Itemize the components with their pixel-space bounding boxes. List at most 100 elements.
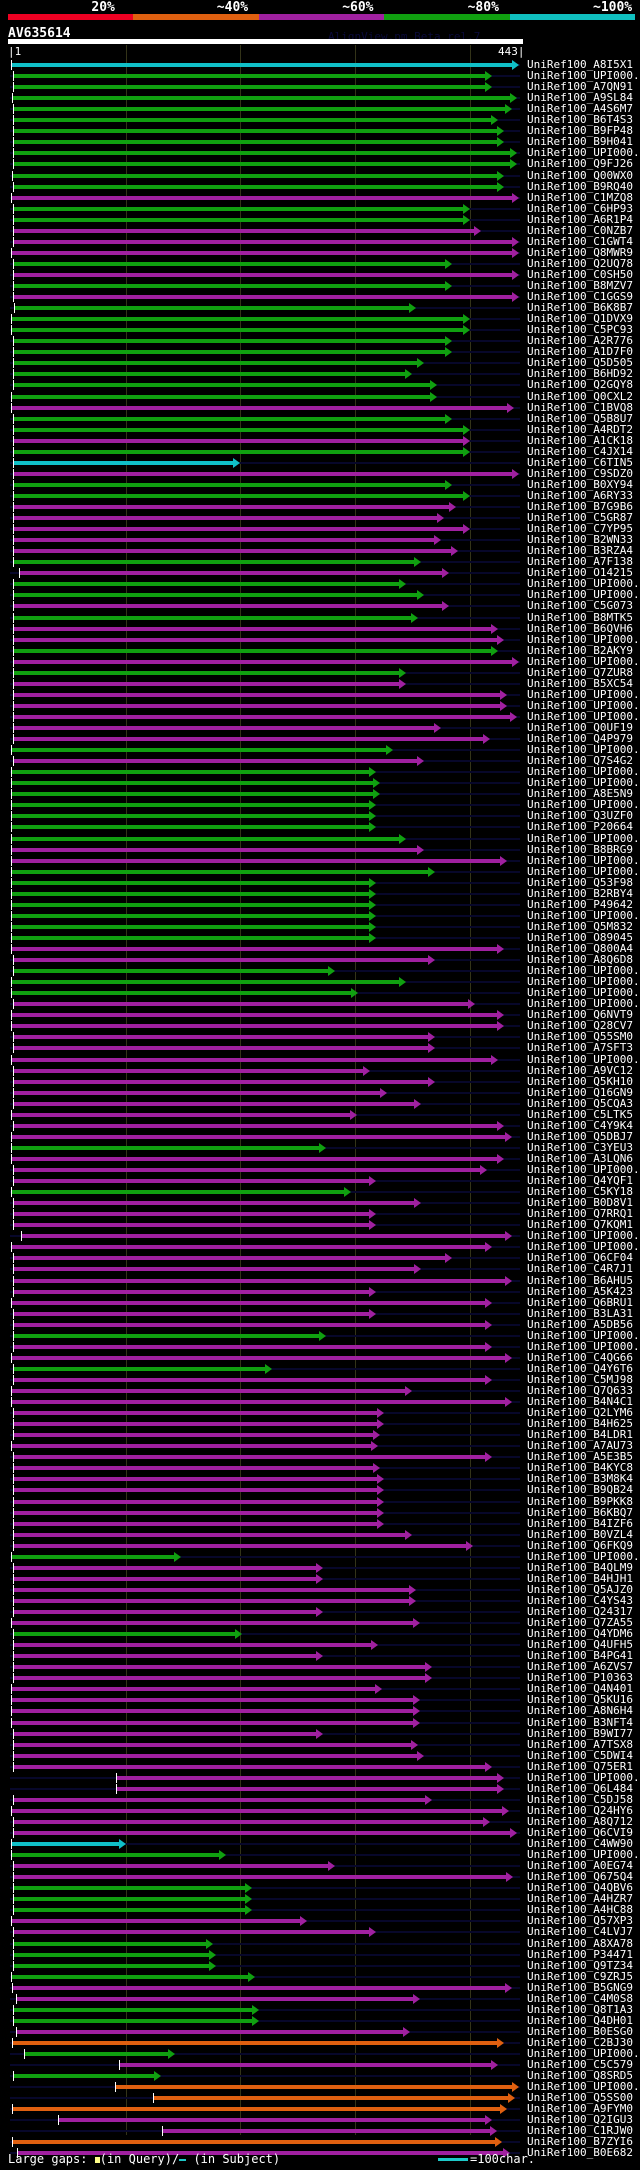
alignment-bar[interactable] <box>14 1942 207 1946</box>
hit-row[interactable]: UniRef100_UPI000.. <box>0 633 640 646</box>
alignment-bar[interactable] <box>15 306 410 310</box>
hit-label[interactable]: UniRef100_Q6NVT9 <box>527 1008 633 1021</box>
alignment-bar[interactable] <box>14 1599 410 1603</box>
alignment-bar[interactable] <box>14 1455 487 1459</box>
alignment-bar[interactable] <box>14 483 447 487</box>
alignment-bar[interactable] <box>13 96 511 100</box>
hit-row[interactable]: UniRef100_UPI000.. <box>0 1329 640 1342</box>
hit-row[interactable]: UniRef100_Q7KQM1 <box>0 1218 640 1231</box>
hit-label[interactable]: UniRef100_B0E682 <box>527 2146 633 2159</box>
hit-label[interactable]: UniRef100_A8N6H4 <box>527 1704 633 1717</box>
hit-row[interactable]: UniRef100_UPI000.. <box>0 655 640 668</box>
hit-row[interactable]: UniRef100_Q5B8U7 <box>0 412 640 425</box>
alignment-bar[interactable] <box>20 571 443 575</box>
hit-label[interactable]: UniRef100_A4HZR7 <box>527 1892 633 1905</box>
hit-label[interactable]: UniRef100_Q8T1A3 <box>527 2003 633 2016</box>
alignment-bar[interactable] <box>13 2107 502 2111</box>
hit-row[interactable]: UniRef100_A1CK18 <box>0 434 640 447</box>
hit-row[interactable]: UniRef100_C5PC93 <box>0 323 640 336</box>
hit-label[interactable]: UniRef100_C5C579 <box>527 2058 633 2071</box>
alignment-bar[interactable] <box>14 1367 267 1371</box>
alignment-bar[interactable] <box>14 649 493 653</box>
hit-label[interactable]: UniRef100_Q0CXL2 <box>527 390 633 403</box>
hit-row[interactable]: UniRef100_C5MJ98 <box>0 1373 640 1386</box>
hit-label[interactable]: UniRef100_Q7RRQ1 <box>527 1207 633 1220</box>
hit-label[interactable]: UniRef100_A7SFT3 <box>527 1041 633 1054</box>
alignment-bar[interactable] <box>14 1256 447 1260</box>
alignment-bar[interactable] <box>12 1400 506 1404</box>
alignment-bar[interactable] <box>12 991 353 995</box>
alignment-bar[interactable] <box>14 118 493 122</box>
hit-row[interactable]: UniRef100_B9RQ40 <box>0 180 640 193</box>
hit-label[interactable]: UniRef100_B6T4S3 <box>527 113 633 126</box>
alignment-bar[interactable] <box>14 516 439 520</box>
alignment-bar[interactable] <box>12 1146 321 1150</box>
alignment-bar[interactable] <box>14 240 513 244</box>
hit-row[interactable]: UniRef100_C5DJ58 <box>0 1793 640 1806</box>
hit-label[interactable]: UniRef100_B3RZA4 <box>527 544 633 557</box>
hit-row[interactable]: UniRef100_Q7S4G2 <box>0 754 640 767</box>
hit-label[interactable]: UniRef100_UPI000.. <box>527 577 640 590</box>
alignment-bar[interactable] <box>14 1267 416 1271</box>
hit-label[interactable]: UniRef100_O89045 <box>527 931 633 944</box>
hit-label[interactable]: UniRef100_C5DWI4 <box>527 1749 633 1762</box>
hit-label[interactable]: UniRef100_Q00WX0 <box>527 169 633 182</box>
hit-row[interactable]: UniRef100_B6K8B7 <box>0 301 640 314</box>
hit-label[interactable]: UniRef100_P20664 <box>527 820 633 833</box>
hit-label[interactable]: UniRef100_C5LTK5 <box>527 1108 633 1121</box>
hit-row[interactable]: UniRef100_B0XY94 <box>0 478 640 491</box>
alignment-bar[interactable] <box>14 704 502 708</box>
hit-row[interactable]: UniRef100_UPI000.. <box>0 710 640 723</box>
alignment-bar[interactable] <box>14 1312 370 1316</box>
hit-row[interactable]: UniRef100_B8BRG9 <box>0 843 640 856</box>
alignment-bar[interactable] <box>14 1334 321 1338</box>
alignment-bar[interactable] <box>12 1809 503 1813</box>
hit-label[interactable]: UniRef100_B3M8K4 <box>527 1472 633 1485</box>
hit-label[interactable]: UniRef100_B9FP48 <box>527 124 633 137</box>
hit-row[interactable]: UniRef100_Q53F98 <box>0 876 640 889</box>
hit-label[interactable]: UniRef100_B3NFT4 <box>527 1716 633 1729</box>
hit-row[interactable]: UniRef100_P49642 <box>0 898 640 911</box>
hit-label[interactable]: UniRef100_A6R1P4 <box>527 213 633 226</box>
hit-label[interactable]: UniRef100_B6QVH6 <box>527 622 633 635</box>
hit-label[interactable]: UniRef100_Q9TZ34 <box>527 1959 633 1972</box>
alignment-bar[interactable] <box>14 1511 378 1515</box>
hit-row[interactable]: UniRef100_UPI000.. <box>0 2047 640 2060</box>
hit-label[interactable]: UniRef100_C2BJ30 <box>527 2036 633 2049</box>
alignment-bar[interactable] <box>14 1765 487 1769</box>
hit-row[interactable]: UniRef100_C4JX14 <box>0 445 640 458</box>
hit-label[interactable]: UniRef100_C5MJ98 <box>527 1373 633 1386</box>
alignment-bar[interactable] <box>14 1179 370 1183</box>
hit-row[interactable]: UniRef100_C7YP95 <box>0 522 640 535</box>
hit-row[interactable]: UniRef100_O14215 <box>0 566 640 579</box>
alignment-bar[interactable] <box>14 461 235 465</box>
hit-row[interactable]: UniRef100_B0ESG0 <box>0 2025 640 2038</box>
hit-row[interactable]: UniRef100_A8XA78 <box>0 1937 640 1950</box>
alignment-bar[interactable] <box>12 748 387 752</box>
hit-row[interactable]: UniRef100_C2BJ30 <box>0 2036 640 2049</box>
hit-label[interactable]: UniRef100_Q55SM0 <box>527 1030 633 1043</box>
hit-label[interactable]: UniRef100_UPI000.. <box>527 1240 640 1253</box>
hit-row[interactable]: UniRef100_Q4P979 <box>0 732 640 745</box>
hit-label[interactable]: UniRef100_B9RQ40 <box>527 180 633 193</box>
alignment-bar[interactable] <box>12 63 513 67</box>
alignment-bar[interactable] <box>14 1411 378 1415</box>
hit-row[interactable]: UniRef100_Q4Y6T6 <box>0 1362 640 1375</box>
hit-label[interactable]: UniRef100_Q7S4G2 <box>527 754 633 767</box>
hit-label[interactable]: UniRef100_Q75ER1 <box>527 1760 633 1773</box>
hit-label[interactable]: UniRef100_B3LA31 <box>527 1307 633 1320</box>
hit-label[interactable]: UniRef100_B4HJH1 <box>527 1572 633 1585</box>
hit-row[interactable]: UniRef100_A4RDT2 <box>0 423 640 436</box>
alignment-bar[interactable] <box>14 1754 418 1758</box>
hit-label[interactable]: UniRef100_Q28CV7 <box>527 1019 633 1032</box>
alignment-bar[interactable] <box>14 450 464 454</box>
alignment-bar[interactable] <box>14 560 416 564</box>
hit-row[interactable]: UniRef100_B0D8V1 <box>0 1196 640 1209</box>
hit-label[interactable]: UniRef100_A8Q712 <box>527 1815 633 1828</box>
hit-label[interactable]: UniRef100_C4JX14 <box>527 445 633 458</box>
alignment-bar[interactable] <box>13 1986 506 1990</box>
alignment-bar[interactable] <box>12 881 370 885</box>
alignment-bar[interactable] <box>14 671 401 675</box>
alignment-bar[interactable] <box>14 1897 246 1901</box>
hit-row[interactable]: UniRef100_C5GR87 <box>0 511 640 524</box>
